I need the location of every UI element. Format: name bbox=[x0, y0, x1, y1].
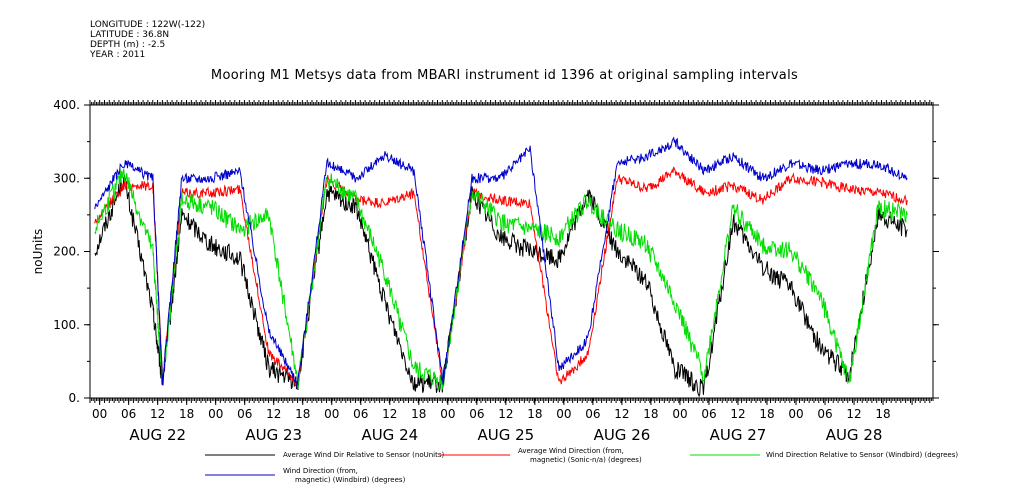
x-hour-label: 00 bbox=[788, 407, 803, 421]
x-hour-label: 12 bbox=[266, 407, 281, 421]
legend-label-2-line2: magnetic) (Sonic-n/a) (degrees) bbox=[530, 456, 642, 464]
year-label: YEAR : 2011 bbox=[90, 50, 146, 60]
x-hour-label: 18 bbox=[295, 407, 310, 421]
legend-label-4: Wind Direction (from, bbox=[283, 467, 358, 475]
x-hour-label: 06 bbox=[817, 407, 832, 421]
x-hour-label: 12 bbox=[846, 407, 861, 421]
x-hour-label: 06 bbox=[121, 407, 136, 421]
x-hour-label: 18 bbox=[411, 407, 426, 421]
legend-layer: Average Wind Dir Relative to Sensor (noU… bbox=[205, 447, 958, 484]
x-hour-label: 06 bbox=[585, 407, 600, 421]
x-hour-label: 06 bbox=[469, 407, 484, 421]
series-line-4 bbox=[94, 136, 908, 387]
x-hour-label: 06 bbox=[237, 407, 252, 421]
x-hour-label: 12 bbox=[498, 407, 513, 421]
chart-title: Mooring M1 Metsys data from MBARI instru… bbox=[210, 68, 799, 83]
y-axis-label: noUnits bbox=[31, 229, 45, 275]
y-tick-label: 100. bbox=[53, 318, 80, 332]
legend-label-4-line2: magnetic) (Windbird) (degrees) bbox=[295, 476, 406, 484]
x-date-label: AUG 23 bbox=[245, 426, 302, 444]
x-hour-label: 06 bbox=[701, 407, 716, 421]
metadata-block: LONGITUDE : 122W(-122) LATITUDE : 36.8N … bbox=[90, 20, 205, 60]
x-date-label: AUG 24 bbox=[361, 426, 418, 444]
x-hour-label: 18 bbox=[875, 407, 890, 421]
legend-label-3: Wind Direction Relative to Sensor (Windb… bbox=[766, 451, 958, 459]
x-date-label: AUG 22 bbox=[129, 426, 186, 444]
x-hour-label: 00 bbox=[324, 407, 339, 421]
x-hour-label: 18 bbox=[759, 407, 774, 421]
series-line-3 bbox=[94, 168, 908, 391]
x-hour-label: 12 bbox=[382, 407, 397, 421]
x-hour-label: 12 bbox=[730, 407, 745, 421]
x-hour-label: 12 bbox=[150, 407, 165, 421]
y-tick-label: 400. bbox=[53, 98, 80, 112]
latitude-label: LATITUDE : 36.8N bbox=[90, 30, 170, 40]
x-date-label: AUG 26 bbox=[594, 426, 651, 444]
x-hour-label: 12 bbox=[614, 407, 629, 421]
x-hour-label: 00 bbox=[208, 407, 223, 421]
series-layer bbox=[94, 136, 908, 398]
depth-label: DEPTH (m) : -2.5 bbox=[90, 40, 166, 50]
x-hour-label: 00 bbox=[92, 407, 107, 421]
axes-layer: 0. 100. 200. 300. 400. noUnits 00 06 12 18 AUG 22 0… bbox=[31, 98, 939, 444]
longitude-label: LONGITUDE : 122W(-122) bbox=[90, 20, 206, 30]
x-hour-label: 18 bbox=[179, 407, 194, 421]
series-line-2 bbox=[94, 166, 908, 387]
x-date-label: AUG 27 bbox=[710, 426, 767, 444]
x-date-label: AUG 28 bbox=[826, 426, 883, 444]
y-tick-label: 300. bbox=[53, 171, 80, 185]
x-date-label: AUG 25 bbox=[478, 426, 535, 444]
legend-label-1: Average Wind Dir Relative to Sensor (noU… bbox=[283, 451, 444, 459]
x-hour-label: 18 bbox=[527, 407, 542, 421]
x-hour-label: 00 bbox=[556, 407, 571, 421]
legend-label-2: Average Wind Direction (from, bbox=[518, 447, 624, 455]
x-hour-label: 06 bbox=[353, 407, 368, 421]
x-hour-label: 00 bbox=[440, 407, 455, 421]
x-hour-label: 00 bbox=[672, 407, 687, 421]
y-tick-label: 200. bbox=[53, 245, 80, 259]
x-hour-label: 18 bbox=[643, 407, 658, 421]
series-line-1 bbox=[94, 174, 908, 398]
y-tick-label: 0. bbox=[69, 391, 80, 405]
